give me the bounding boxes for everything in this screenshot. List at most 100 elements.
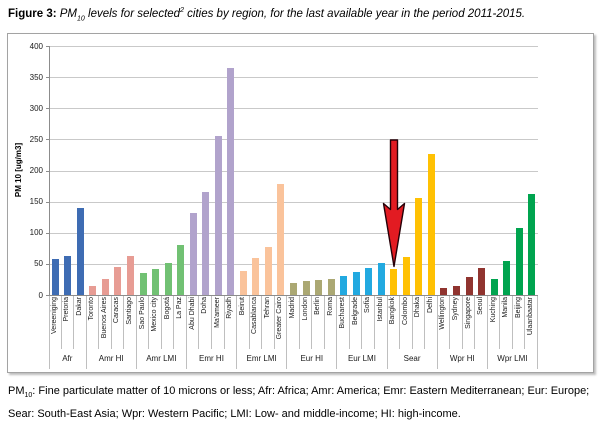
bar-bangkok [390, 269, 398, 295]
city-label-cell: Casablanca [250, 296, 263, 349]
gridline [49, 108, 538, 110]
bar-manila [503, 261, 511, 295]
city-label: Beirut [238, 297, 246, 316]
city-label: Santiago [125, 297, 133, 325]
bar-colombo [402, 257, 410, 295]
y-tick-label: 150 [29, 197, 43, 207]
y-tick-label: 50 [34, 259, 43, 269]
bar-wellington [440, 287, 448, 295]
city-label: Abu Dhabi [188, 297, 196, 330]
city-label-cell: Wellington [438, 296, 451, 349]
city-label-cell: Colombo [400, 296, 413, 349]
bar-singapore [465, 276, 473, 295]
bar-istanbul [377, 263, 385, 295]
y-tick-label: 200 [29, 166, 43, 175]
city-label-cell: Sydney [450, 296, 463, 349]
city-label: Wellington [439, 297, 447, 330]
region-label-emr-hi: Emr HI [187, 349, 238, 369]
city-label: Colombo [401, 297, 409, 326]
bar-santiago [127, 255, 134, 295]
city-label-cell: Bangkok [388, 296, 401, 349]
gridline [49, 232, 538, 234]
city-label: Istanbul [376, 297, 384, 322]
bar-delhi [427, 154, 435, 295]
bar-dakar [76, 207, 84, 295]
y-tick-mark [46, 108, 49, 110]
bar-vereeniging [51, 258, 59, 295]
gridline [49, 139, 538, 141]
city-label: Madrid [288, 297, 296, 319]
city-label: Doha [201, 297, 209, 314]
city-label-cell: Doha [199, 296, 212, 349]
figure-title-text: PM10 levels for selected2 cities by regi… [59, 7, 526, 23]
city-label-cell: Toronto [87, 296, 100, 349]
figure-number: Figure 3: [8, 7, 57, 20]
city-label: Dakar [75, 297, 83, 316]
bar-buenos-aires [101, 278, 109, 295]
region-label-amr-lmi: Amr LMI [137, 349, 187, 369]
city-label-cell: Beirut [237, 296, 250, 349]
y-tick-mark [46, 46, 49, 47]
city-label: Kuching [489, 297, 497, 323]
city-label-cell: Kuching [488, 296, 501, 349]
bar-beijing [515, 228, 523, 295]
city-label-cell: Dhaka [413, 296, 426, 349]
y-tick-label: 250 [29, 134, 43, 144]
city-label-cell: Sao Paulo [137, 296, 150, 349]
city-label-cell: Pretoria [62, 296, 75, 349]
city-label: Singapore [464, 297, 472, 329]
region-label-sear: Sear [388, 349, 438, 369]
city-label-cell: Bucharest [337, 296, 350, 349]
region-label-amr-hi: Amr HI [87, 349, 137, 369]
city-label: Bucharest [339, 297, 347, 329]
city-label-cell: Caracas [112, 296, 125, 349]
city-label-cell: Tehran [262, 296, 275, 349]
bar-kuching [490, 279, 498, 295]
x-axis-line [49, 295, 538, 296]
city-label-cell: Sofia [362, 296, 375, 349]
bar-greater-cairo [277, 184, 285, 295]
y-tick-mark [46, 77, 49, 79]
city-label: Pretoria [63, 297, 71, 322]
y-tick-mark [46, 295, 49, 296]
bar-pretoria [64, 256, 72, 295]
city-label-cell: Greater Cairo [275, 296, 288, 349]
bar-abu-dhabi [189, 213, 197, 295]
city-label: Roma [326, 297, 334, 316]
region-label-wpr-lmi: Wpr LMI [488, 349, 538, 369]
bar-beirut [239, 271, 247, 295]
y-tick-mark [46, 263, 49, 265]
bar-ma-ameer [214, 135, 222, 295]
y-axis-line [49, 46, 50, 295]
city-label-cell: Seoul [475, 296, 488, 349]
city-label: Sao Paulo [138, 297, 146, 330]
city-label: Beijing [514, 297, 522, 319]
city-label-cell: Delhi [425, 296, 438, 349]
bar-roma [327, 278, 335, 295]
city-label: Seoul [477, 297, 485, 315]
city-label-cell: Mexico city [149, 296, 162, 349]
y-tick-label: 350 [29, 72, 43, 82]
city-label-cell: Istanbul [375, 296, 388, 349]
bar-doha [202, 191, 210, 295]
city-label-cell: Berlin [312, 296, 325, 349]
region-label-eur-lmi: Eur LMI [337, 349, 388, 369]
city-label: La Paz [176, 297, 184, 319]
bar-dhaka [415, 197, 423, 295]
city-label-cell: Belgrade [350, 296, 363, 349]
y-tick-mark [46, 232, 49, 234]
city-label: Dhaka [414, 297, 422, 318]
city-label-cell: Singapore [463, 296, 476, 349]
region-label-eur-hi: Eur HI [287, 349, 338, 369]
bar-sao-paulo [139, 273, 147, 295]
y-tick-mark [46, 139, 49, 141]
y-tick-label: 400 [29, 41, 43, 51]
city-label-cell: Ulaanbaatar [525, 296, 538, 349]
city-label: Belgrade [351, 297, 359, 326]
bar-bucharest [340, 276, 348, 295]
y-tick-mark [46, 201, 49, 203]
city-label: Casablanca [251, 297, 259, 334]
city-label: Bogotá [163, 297, 171, 320]
bar-bogot- [164, 263, 172, 295]
